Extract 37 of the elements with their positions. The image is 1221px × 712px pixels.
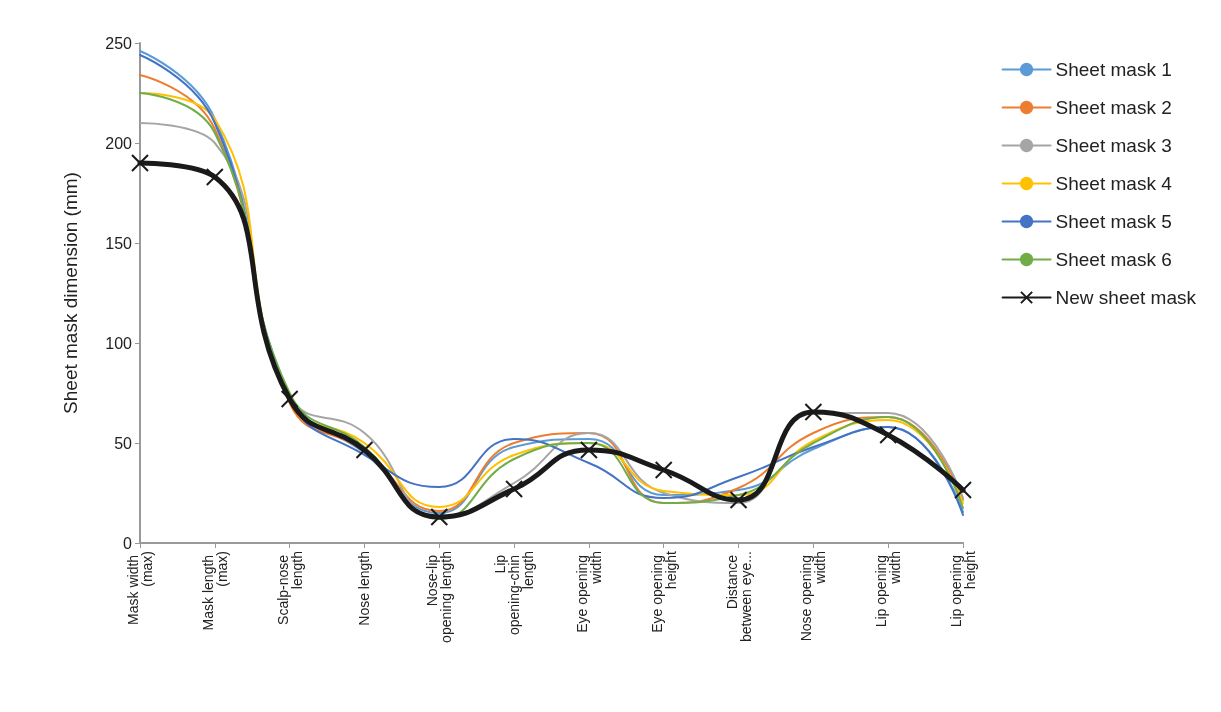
point <box>430 508 449 526</box>
point <box>804 403 823 421</box>
x-tick-label: Mask length (max) <box>199 551 230 631</box>
x-tick-label: Mask width (max) <box>125 551 155 625</box>
x-tick-label: Eye opening width <box>573 551 604 633</box>
y-tick-label: 150 <box>105 234 133 252</box>
legend-label: Sheet mask 4 <box>1055 173 1173 194</box>
y-tick-label: 100 <box>105 334 133 352</box>
x-tick-label: Distance between eye... <box>723 551 754 643</box>
y-tick-label: 0 <box>123 534 133 552</box>
x-tick-label: Eye opening height <box>648 550 679 633</box>
y-tick-label: 250 <box>105 34 133 52</box>
x-tick-label: Nose-lip opening length <box>424 551 455 643</box>
x-tick-label: Scalp-nose length <box>274 551 305 625</box>
y-tick-label: 200 <box>105 134 133 152</box>
y-tick-label: 50 <box>114 434 133 452</box>
x-tick-label: Nose length <box>356 551 373 626</box>
point <box>131 154 149 172</box>
x-tick-label: Nose opening width <box>798 551 829 642</box>
legend-label: Sheet mask 5 <box>1055 211 1172 232</box>
legend-label: Sheet mask 2 <box>1055 97 1172 118</box>
x-tick-label: Lip opening height <box>948 550 978 628</box>
legend-label: Sheet mask 6 <box>1055 249 1172 270</box>
x-tick-label: Lip opening-chin length <box>492 551 537 636</box>
point <box>579 441 598 459</box>
point <box>879 426 898 444</box>
legend-label: Sheet mask 1 <box>1055 59 1172 80</box>
point <box>205 168 224 186</box>
point <box>954 481 972 499</box>
y-axis-title: Sheet mask dimension (mm) <box>60 172 81 414</box>
point <box>654 461 673 479</box>
legend-label: Sheet mask 3 <box>1055 135 1172 156</box>
legend-label: New sheet mask <box>1055 287 1197 308</box>
point <box>505 480 524 498</box>
point <box>729 491 748 509</box>
point <box>280 390 299 408</box>
x-tick-label: Lip opening width <box>873 551 904 628</box>
